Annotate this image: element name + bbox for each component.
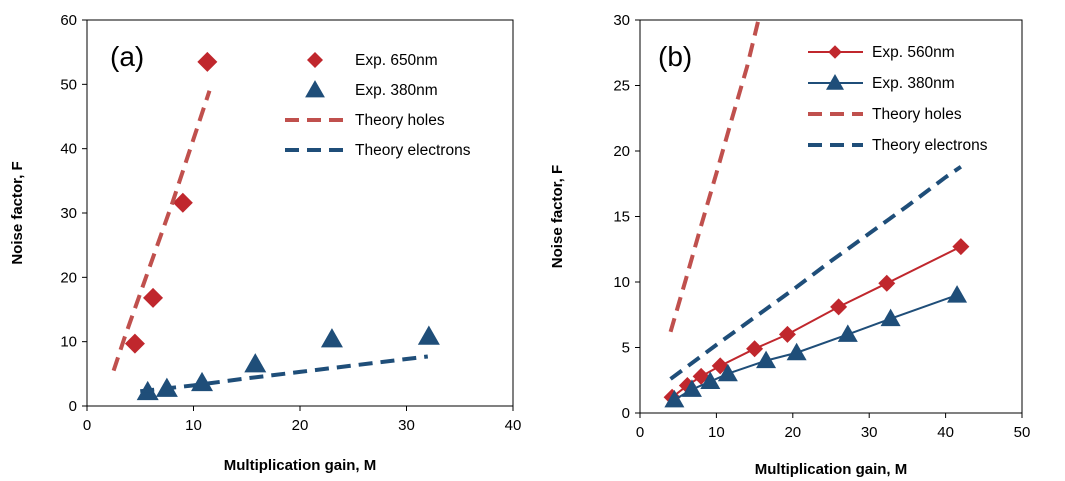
- data-point-triangle: [837, 324, 858, 342]
- x-tick-label: 30: [861, 424, 878, 441]
- series-theory-electrons-line: [140, 354, 429, 394]
- legend-label: Exp. 560nm: [872, 44, 955, 61]
- x-tick-label: 30: [398, 417, 415, 434]
- y-tick-label: 60: [60, 12, 77, 29]
- series-theory-holes-line: [111, 90, 212, 372]
- data-point-triangle: [417, 325, 440, 345]
- legend-swatch-marker: [305, 80, 325, 98]
- x-tick-label: 0: [83, 417, 91, 434]
- x-axis-title: Multiplication gain, M: [224, 457, 377, 474]
- x-tick-label: 40: [505, 417, 522, 434]
- y-axis-title: Noise factor, F: [9, 161, 26, 264]
- y-tick-label: 10: [60, 334, 77, 351]
- data-point-triangle: [717, 363, 738, 382]
- data-point-diamond: [143, 287, 164, 308]
- x-tick-label: 20: [784, 424, 801, 441]
- y-tick-label: 25: [613, 78, 630, 95]
- y-tick-label: 10: [613, 274, 630, 291]
- data-point-triangle: [320, 328, 343, 348]
- data-point-triangle: [880, 308, 901, 327]
- x-tick-label: 10: [185, 417, 202, 434]
- series-theory-electrons-line: [669, 165, 963, 381]
- data-point-diamond: [830, 298, 848, 316]
- y-tick-label: 30: [613, 12, 630, 29]
- y-tick-label: 40: [60, 141, 77, 158]
- chart-panel-b: 0 10 20 30 40 50 0 5 10 15 20 25 30 Multiplication ga…: [549, 12, 1030, 478]
- legend-label: Exp. 380nm: [872, 75, 955, 92]
- legend-label: Exp. 380nm: [355, 82, 438, 99]
- x-tick-label: 40: [937, 424, 954, 441]
- data-point-triangle: [756, 350, 777, 369]
- legend-label: Theory holes: [872, 106, 962, 123]
- plot-frame: [86, 19, 514, 407]
- panel-label: (b): [658, 41, 692, 72]
- legend-label: Theory electrons: [355, 142, 471, 159]
- y-tick-label: 20: [60, 269, 77, 286]
- x-tick-label: 0: [636, 424, 644, 441]
- legend-label: Theory holes: [355, 112, 445, 129]
- y-axis-title: Noise factor, F: [549, 165, 566, 268]
- y-tick-label: 20: [613, 143, 630, 160]
- legend-swatch-marker: [826, 74, 844, 90]
- x-tick-label: 50: [1014, 424, 1031, 441]
- data-point-diamond: [124, 333, 145, 354]
- series-exp-560nm-line: [671, 245, 962, 399]
- x-axis-title: Multiplication gain, M: [755, 461, 908, 478]
- data-point-triangle: [244, 353, 267, 373]
- data-point-triangle: [700, 371, 721, 390]
- data-point-triangle: [681, 379, 702, 397]
- chart-panel-a: 0 10 20 30 40 0 10 20 30 40 50 60 Multiplication gai…: [9, 12, 521, 474]
- data-point-triangle: [947, 285, 968, 303]
- data-point-diamond: [952, 238, 970, 256]
- y-tick-label: 0: [69, 398, 77, 415]
- y-tick-label: 5: [622, 340, 630, 357]
- legend-label: Theory electrons: [872, 137, 988, 154]
- data-point-diamond: [778, 325, 796, 343]
- plot-frame: [639, 19, 1023, 414]
- y-tick-label: 0: [622, 405, 630, 422]
- legend-label: Exp. 650nm: [355, 52, 438, 69]
- y-tick-label: 50: [60, 76, 77, 93]
- legend-swatch-marker: [307, 52, 323, 68]
- data-point-diamond: [746, 340, 764, 358]
- panel-label: (a): [110, 41, 144, 72]
- data-point-diamond: [172, 192, 193, 213]
- data-point-diamond: [197, 51, 218, 72]
- y-tick-label: 30: [60, 205, 77, 222]
- data-point-triangle: [786, 342, 807, 361]
- x-tick-label: 20: [292, 417, 309, 434]
- legend-swatch-marker: [828, 45, 842, 59]
- y-tick-label: 15: [613, 209, 630, 226]
- x-tick-label: 10: [708, 424, 725, 441]
- data-point-diamond: [878, 274, 896, 292]
- data-point-triangle: [664, 389, 685, 408]
- series-theory-holes-line: [668, 19, 761, 333]
